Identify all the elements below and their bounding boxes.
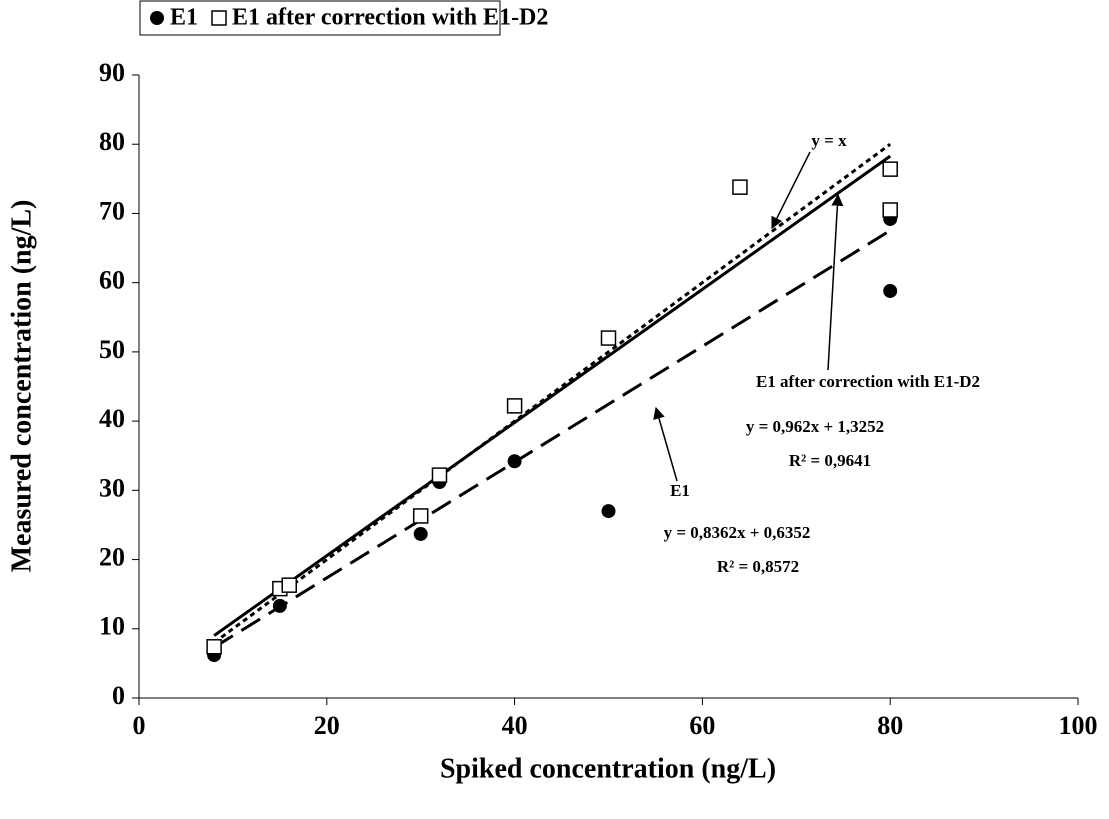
point [272, 598, 287, 613]
point [506, 398, 523, 414]
x-tick-label: 0 [133, 711, 146, 740]
annotation: y = 0,962x + 1,3252 [746, 417, 884, 436]
legend-marker [150, 11, 164, 25]
y-tick-label: 40 [99, 404, 125, 433]
annotation: E1 after correction with E1-D2 [756, 372, 980, 391]
legend-marker [211, 10, 227, 26]
point [206, 639, 222, 655]
y-tick-label: 50 [99, 335, 125, 364]
point [882, 202, 898, 218]
trend-line [213, 154, 892, 637]
annotation: R² = 0,9641 [789, 451, 871, 470]
y-tick-label: 30 [99, 473, 125, 502]
annotation: y = x [811, 131, 847, 150]
legend-label: E1 after correction with E1-D2 [232, 5, 548, 31]
x-axis-title: Spiked concentration (ng/L) [440, 753, 776, 784]
point [431, 467, 448, 483]
arrow [827, 193, 844, 371]
annotation: R² = 0,8572 [717, 557, 799, 576]
point [883, 283, 898, 298]
y-axis-title: Measured concentration (ng/L) [6, 200, 37, 573]
point [413, 526, 428, 541]
point [412, 508, 429, 524]
y-tick-label: 0 [112, 681, 125, 710]
y-tick-label: 80 [99, 127, 125, 156]
point [882, 161, 898, 177]
trend-line [213, 143, 892, 644]
legend-box [139, 0, 501, 36]
trend-line [213, 229, 891, 649]
point [600, 330, 617, 346]
x-tick-label: 60 [689, 711, 715, 740]
y-tick-label: 20 [99, 543, 125, 572]
point [601, 504, 616, 519]
x-tick-label: 40 [502, 711, 528, 740]
x-tick-label: 100 [1059, 711, 1098, 740]
y-tick-label: 10 [99, 612, 125, 641]
legend-label: E1 [170, 5, 198, 31]
point [732, 179, 748, 195]
y-tick-label: 90 [99, 58, 125, 87]
x-tick-label: 80 [877, 711, 903, 740]
arrow [653, 406, 678, 482]
arrow [771, 151, 811, 230]
x-tick-label: 20 [314, 711, 340, 740]
annotation: E1 [670, 481, 690, 500]
point [507, 454, 522, 469]
y-tick-label: 60 [99, 266, 125, 295]
y-tick-label: 70 [99, 196, 125, 225]
annotation: y = 0,8362x + 0,6352 [664, 523, 811, 542]
point [281, 577, 297, 593]
